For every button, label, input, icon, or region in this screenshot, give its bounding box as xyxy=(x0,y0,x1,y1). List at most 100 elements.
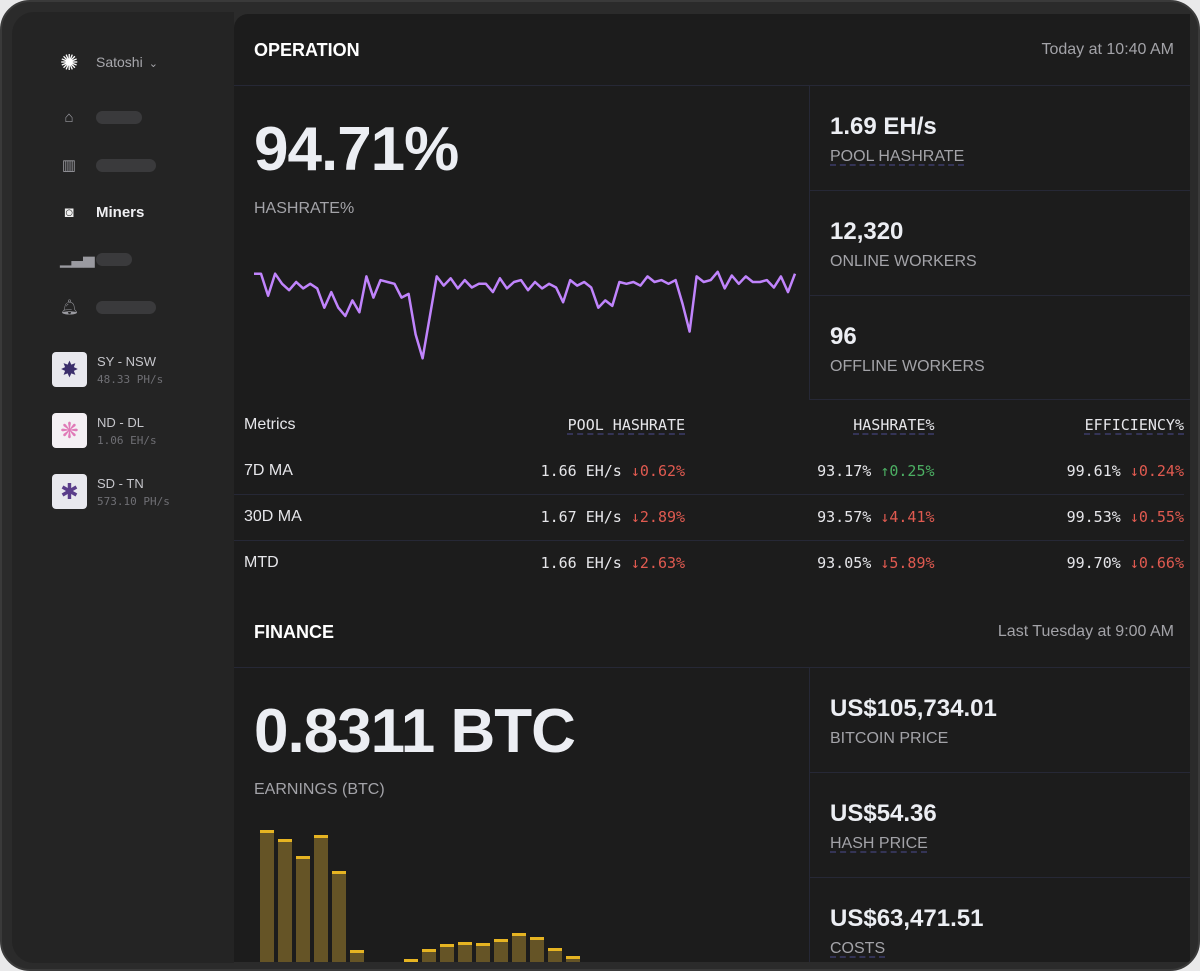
earnings-bar[interactable] xyxy=(476,943,490,962)
finance-header: FINANCE Last Tuesday at 9:00 AM xyxy=(234,596,1190,668)
stat-pool-hashrate: 1.69 EH/s POOL HASHRATE xyxy=(810,86,1190,191)
nav-placeholder xyxy=(96,158,156,172)
stat-label[interactable]: POOL HASHRATE xyxy=(830,148,965,165)
account-switcher[interactable]: Satoshi ⌄ xyxy=(96,54,158,70)
site-logo-icon: ❋ xyxy=(52,413,87,448)
earnings-bar[interactable] xyxy=(422,949,436,962)
column-header[interactable]: HASHRATE% xyxy=(853,416,935,434)
table-header: Metrics POOL HASHRATE HASHRATE% EFFICIEN… xyxy=(234,402,1184,448)
site-hashrate: 1.06 EH/s xyxy=(97,433,157,447)
pool-hashrate: 1.66 EH/s xyxy=(540,554,622,573)
hashrate-percent-label: HASHRATE% xyxy=(254,200,355,217)
change: ↓0.62% xyxy=(630,461,686,480)
efficiency: 99.53% xyxy=(1066,508,1121,526)
metric-name: 7D MA xyxy=(244,461,293,479)
logo-icon: ✺ xyxy=(60,50,79,75)
column-header: Metrics xyxy=(244,416,296,433)
table-row: 30D MA 1.67 EH/s ↓2.89% 93.57% ↓4.41% 99… xyxy=(234,493,1184,540)
earnings-bar[interactable] xyxy=(278,839,292,962)
sidebar-item-reports[interactable]: ▁▃▅ xyxy=(60,247,220,271)
stat-value: US$54.36 xyxy=(830,800,937,827)
hashrate-pct: 93.05% xyxy=(817,554,872,573)
section-title: OPERATION xyxy=(254,40,360,60)
site-name: SY - NSW xyxy=(97,353,156,369)
earnings-bar[interactable] xyxy=(332,871,346,962)
stat-value: US$63,471.51 xyxy=(830,905,984,932)
site-logo-icon: ✱ xyxy=(52,474,87,509)
earnings-bar[interactable] xyxy=(494,939,508,962)
bell-icon: 🔔︎ xyxy=(60,299,80,316)
site-name: ND - DL xyxy=(97,414,144,430)
metric-name: 30D MA xyxy=(234,493,379,540)
nav-placeholder xyxy=(96,110,142,124)
site-item[interactable]: ✸ SY - NSW 48.33 PH/s xyxy=(52,352,163,387)
earnings-bar[interactable] xyxy=(566,956,580,962)
change: ↓2.89% xyxy=(630,508,686,526)
stat-value: 12,320 xyxy=(830,218,904,245)
earnings-bar[interactable] xyxy=(512,933,526,962)
earnings-bar[interactable] xyxy=(404,959,418,962)
stat-label: ONLINE WORKERS xyxy=(830,253,977,270)
miner-icon: ◙ xyxy=(64,203,74,221)
nav-placeholder xyxy=(96,300,156,314)
pool-hashrate: 1.66 EH/s xyxy=(540,461,622,480)
hashrate-sparkline xyxy=(254,270,797,360)
pool-hashrate: 1.67 EH/s xyxy=(540,508,622,526)
stat-bitcoin-price: US$105,734.01 BITCOIN PRICE xyxy=(810,668,1190,773)
efficiency: 99.61% xyxy=(1066,461,1121,480)
column-header[interactable]: POOL HASHRATE xyxy=(567,416,686,434)
hashrate-pct: 93.17% xyxy=(817,461,872,480)
home-icon: ⌂ xyxy=(64,108,74,126)
hashrate-series-line xyxy=(254,270,797,360)
sidebar-item-label: Miners xyxy=(96,203,145,221)
earnings-value: 0.8311 BTC xyxy=(254,697,576,766)
stat-offline-workers: 96 OFFLINE WORKERS xyxy=(810,296,1190,400)
main-panel: OPERATION Today at 10:40 AM 94.71% HASHR… xyxy=(234,14,1190,962)
metric-name: MTD xyxy=(234,539,379,586)
bar-chart-icon: ▁▃▅ xyxy=(60,251,95,268)
stat-label: BITCOIN PRICE xyxy=(830,730,949,747)
earnings-bar[interactable] xyxy=(260,830,274,962)
site-hashrate: 573.10 PH/s xyxy=(97,494,170,508)
earnings-bar[interactable] xyxy=(296,856,310,962)
sidebar: ✺ Satoshi ⌄ ⌂ ▥ ◙ Miners ▁▃▅ 🔔︎ ✸ SY - NSW 4… xyxy=(12,12,234,963)
stat-label[interactable]: COSTS xyxy=(830,940,886,957)
site-item[interactable]: ✱ SD - TN 573.10 PH/s xyxy=(52,474,170,509)
sidebar-item-home[interactable]: ⌂ xyxy=(60,105,220,129)
sidebar-item-sites[interactable]: ▥ xyxy=(60,153,220,177)
stat-label: OFFLINE WORKERS xyxy=(830,358,985,375)
change: ↓0.24% xyxy=(1129,461,1184,480)
finance-stats: US$105,734.01 BITCOIN PRICE US$54.36 HASH … xyxy=(809,668,1190,962)
earnings-bar[interactable] xyxy=(530,937,544,962)
stat-costs: US$63,471.51 COSTS xyxy=(810,878,1190,962)
site-item[interactable]: ❋ ND - DL 1.06 EH/s xyxy=(52,413,157,448)
site-logo-icon: ✸ xyxy=(52,352,87,387)
earnings-bar[interactable] xyxy=(458,942,472,962)
timestamp: Last Tuesday at 9:00 AM xyxy=(997,623,1174,640)
site-name: SD - TN xyxy=(97,475,144,491)
table-row: MTD 1.66 EH/s ↓2.63% 93.05% ↓5.89% 99.70… xyxy=(234,539,1184,586)
earnings-bar[interactable] xyxy=(440,944,454,962)
change: ↓0.55% xyxy=(1129,508,1184,526)
stat-value: 96 xyxy=(830,323,857,350)
earnings-bar[interactable] xyxy=(548,948,562,962)
earnings-bar[interactable] xyxy=(350,950,364,962)
nav-placeholder xyxy=(96,252,132,266)
building-icon: ▥ xyxy=(61,157,77,174)
change: ↓0.66% xyxy=(1129,554,1184,573)
section-title: FINANCE xyxy=(254,622,334,642)
site-hashrate: 48.33 PH/s xyxy=(97,372,164,386)
change: ↓2.63% xyxy=(630,554,686,573)
earnings-label: EARNINGS (BTC) xyxy=(254,781,385,798)
metrics-table: Metrics POOL HASHRATE HASHRATE% EFFICIEN… xyxy=(234,402,1184,586)
sidebar-item-alerts[interactable]: 🔔︎ xyxy=(60,295,220,319)
earnings-bar[interactable] xyxy=(314,835,328,962)
earnings-bar-chart xyxy=(260,830,580,962)
hashrate-percent-value: 94.71% xyxy=(254,115,459,184)
sidebar-item-miners[interactable]: ◙ Miners xyxy=(60,200,220,224)
column-header[interactable]: EFFICIENCY% xyxy=(1084,416,1184,434)
change: ↓5.89% xyxy=(880,554,935,573)
operation-stats: 1.69 EH/s POOL HASHRATE 12,320 ONLINE WORK… xyxy=(809,86,1190,400)
stat-label[interactable]: HASH PRICE xyxy=(830,835,928,852)
chevron-down-icon: ⌄ xyxy=(148,58,158,70)
